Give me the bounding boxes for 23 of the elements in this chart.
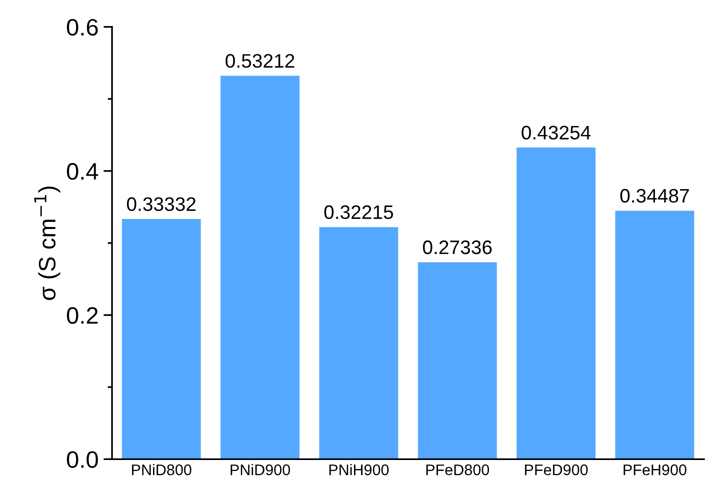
data-label: 0.43254 [522, 126, 591, 140]
data-label: 0.32215 [324, 205, 394, 220]
y-axis-title: σ (S cm$^{−1}$) [34, 186, 60, 300]
x-tick-label: PFeD900 [525, 464, 588, 476]
x-tick-label: PNiH900 [329, 464, 389, 476]
y-tick-label: 0.6 [66, 18, 98, 36]
y-tick-label: 0.4 [66, 163, 98, 180]
data-label: 0.27336 [422, 240, 492, 254]
x-tick-label: PNiD800 [132, 464, 192, 476]
data-label: 0.33332 [126, 197, 196, 212]
y-tick-label: 0.2 [66, 307, 98, 324]
x-tick-label: PNiD900 [230, 464, 290, 476]
x-tick-label: PFeH900 [624, 464, 686, 476]
data-label: 0.34487 [620, 188, 689, 203]
bar [516, 148, 596, 460]
y-tick-label: 0.0 [66, 451, 98, 468]
bar [615, 210, 694, 460]
data-label: 0.53212 [226, 54, 294, 68]
bar [122, 219, 201, 460]
bar [418, 262, 497, 460]
bar [220, 76, 300, 460]
bar [319, 227, 398, 460]
x-tick-label: PFeD800 [426, 464, 490, 476]
